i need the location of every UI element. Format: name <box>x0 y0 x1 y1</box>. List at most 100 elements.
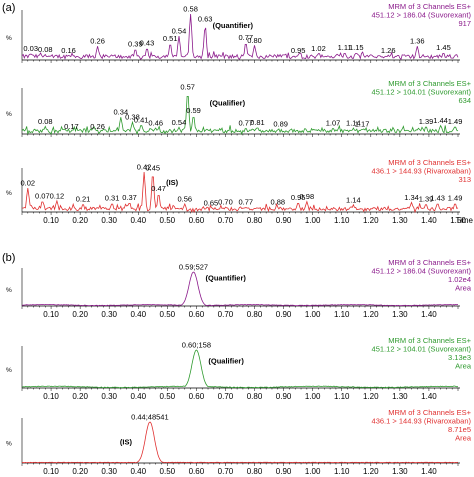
trace-header-line: Area <box>455 284 472 293</box>
x-tick-label: 0.80 <box>247 216 263 225</box>
peak-label: 0.08 <box>38 45 53 54</box>
annotation-label: (Qualifier) <box>208 356 244 365</box>
y-axis-label: % <box>6 111 12 118</box>
x-tick-label: 0.30 <box>101 216 117 225</box>
x-tick-label: 0.50 <box>160 216 176 225</box>
x-tick-label: 0.40 <box>130 216 146 225</box>
x-tick-label: 0.10 <box>43 467 59 476</box>
x-tick-label: 1.00 <box>305 216 321 225</box>
peak-label: 1.43 <box>430 194 445 203</box>
x-tick-label: 1.10 <box>334 310 350 319</box>
y-axis-label: % <box>6 441 12 448</box>
x-tick-label: 0.30 <box>101 467 117 476</box>
chromatogram-trace-4: % 0.10 0.20 0.30 0.40 0.50 0.60 0.70 0.80 0.90 1.0… <box>6 336 472 401</box>
x-tick-label: 1.30 <box>392 310 408 319</box>
peak-label: 0.38 <box>125 113 140 122</box>
y-axis-label: % <box>6 190 12 197</box>
peak-label: 0.58 <box>183 5 198 14</box>
x-tick-label: 0.50 <box>160 310 176 319</box>
peak-label: 0.88 <box>270 198 285 207</box>
peak-label: 0.65 <box>204 199 219 208</box>
peak-label: 0.26 <box>90 37 105 46</box>
chromatogram-trace-1: % 0.08 0.17 0.26 0.340.380.41 0.46 0.54 0.57 0.5… <box>6 79 472 137</box>
annotation-label: (IS) <box>166 178 179 187</box>
annotation-label: (Qualifier) <box>210 98 246 107</box>
x-tick-label: 1.20 <box>363 467 379 476</box>
y-axis-label: % <box>6 367 12 374</box>
peak-label: 0.34 <box>114 108 129 117</box>
peak-label: 0.07 <box>35 191 50 200</box>
trace-header-line: 3.13e3 <box>448 353 471 362</box>
peak-label: 1.02 <box>311 44 326 53</box>
series-line <box>21 349 459 389</box>
x-tick-label: 1.30 <box>392 467 408 476</box>
trace-header-line: 436.1 > 144.93 (Rivaroxaban) <box>372 167 472 176</box>
x-tick-label: 0.90 <box>276 310 292 319</box>
trace-header-line: Area <box>455 362 472 371</box>
x-tick-label: 0.20 <box>72 467 88 476</box>
peak-label: 0.51 <box>163 34 178 43</box>
peak-label: 0.77 <box>239 198 254 207</box>
x-tick-label: 1.10 <box>334 392 350 401</box>
x-tick-label: 0.70 <box>218 310 234 319</box>
trace-header-line: 634 <box>458 96 471 105</box>
x-tick-label: 0.60 <box>189 310 205 319</box>
trace-header-line: MRM of 3 Channels ES+ <box>388 79 471 88</box>
x-tick-label: 1.00 <box>305 467 321 476</box>
x-tick-label: 1.40 <box>421 392 437 401</box>
y-axis-label: % <box>6 35 12 42</box>
trace-header-line: 451.12 > 104.01 (Suvorexant) <box>372 345 472 354</box>
x-tick-label: 0.80 <box>247 467 263 476</box>
series-line <box>21 421 459 464</box>
x-tick-label: 0.50 <box>160 392 176 401</box>
peak-label: 1.45 <box>436 43 451 52</box>
chromatogram-trace-3: % 0.10 0.20 0.30 0.40 0.50 0.60 0.70 0.80 0.90 1.0… <box>6 258 472 319</box>
series-line <box>21 96 459 136</box>
chromatogram-plots: %0.03 0.08 0.160.26 0.390.430.510.540.580.6… <box>6 2 474 476</box>
trace-header-line: 451.12 > 186.04 (Suvorexant) <box>372 267 472 276</box>
peak-label: 0.77 <box>239 33 254 42</box>
peak-label: 0.46 <box>148 119 163 128</box>
peak-label: 0.81 <box>250 118 265 127</box>
x-tick-label: 1.10 <box>334 467 350 476</box>
panel-label-b: (b) <box>2 252 15 264</box>
peak-label: 0.59;527 <box>179 263 208 272</box>
x-tick-label: 1.30 <box>392 392 408 401</box>
peak-label: 0.43 <box>140 39 155 48</box>
peak-label: 0.37 <box>122 193 137 202</box>
x-tick-label: 0.20 <box>72 310 88 319</box>
peak-label: 0.95 <box>291 193 306 202</box>
peak-label: 0.95 <box>291 46 306 55</box>
trace-header-line: 313 <box>458 175 471 184</box>
x-tick-label: 0.40 <box>130 392 146 401</box>
peak-label: 0.45 <box>145 163 160 172</box>
peak-label: 0.17 <box>64 122 79 131</box>
x-tick-label: 1.50 <box>450 216 466 225</box>
trace-header-line: 8.71e5 <box>448 425 471 434</box>
trace-header-line: 1.02e4 <box>448 275 471 284</box>
chromatogram-trace-2: % 0.10 0.20 0.30 0.40 0.50 0.60 0.70 0.80 0.90 1.0… <box>6 158 474 225</box>
peak-label: 0.21 <box>76 195 91 204</box>
x-tick-label: 0.60 <box>189 392 205 401</box>
x-tick-label: 0.30 <box>101 392 117 401</box>
x-tick-label: 1.40 <box>421 467 437 476</box>
peak-label: 0.02 <box>21 179 36 188</box>
x-tick-label: 0.90 <box>276 392 292 401</box>
annotation-label: (IS) <box>120 438 133 447</box>
peak-label: 1.14 <box>346 195 361 204</box>
peak-label: 0.41 <box>134 115 149 124</box>
annotation-label: (Quantifier) <box>213 21 254 30</box>
trace-header-line: 451.12 > 104.01 (Suvorexant) <box>372 88 472 97</box>
x-tick-label: 1.20 <box>363 392 379 401</box>
peak-label: 0.60;158 <box>182 341 211 350</box>
x-tick-label: 0.10 <box>43 310 59 319</box>
peak-label: 1.49 <box>448 194 463 203</box>
chromatogram-trace-0: % 0.03 0.08 0.16 0.26 0.390.43 0.510.54 0.580.6… <box>6 2 472 63</box>
trace-header-line: 917 <box>458 19 471 28</box>
series-line <box>21 13 459 61</box>
x-tick-label: 1.00 <box>305 310 321 319</box>
peak-label: 0.16 <box>61 46 76 55</box>
x-tick-label: 0.80 <box>247 392 263 401</box>
series-line <box>21 271 459 307</box>
trace-header-line: 436.1 > 144.93 (Rivaroxaban) <box>372 417 472 426</box>
